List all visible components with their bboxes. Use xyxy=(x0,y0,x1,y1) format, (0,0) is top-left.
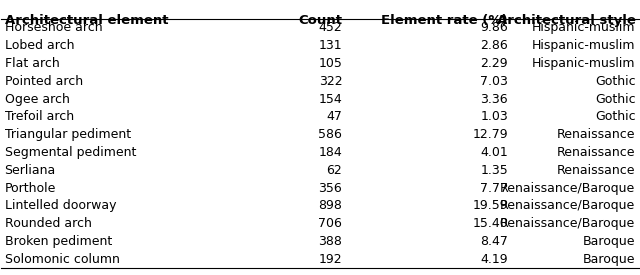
Text: Renaissance/Baroque: Renaissance/Baroque xyxy=(500,182,636,195)
Text: Architectural element: Architectural element xyxy=(4,14,168,27)
Text: 131: 131 xyxy=(319,39,342,52)
Text: Rounded arch: Rounded arch xyxy=(4,217,92,230)
Text: Porthole: Porthole xyxy=(4,182,56,195)
Text: 706: 706 xyxy=(319,217,342,230)
Text: Count: Count xyxy=(298,14,342,27)
Text: Lintelled doorway: Lintelled doorway xyxy=(4,199,116,212)
Text: 7.03: 7.03 xyxy=(480,75,508,88)
Text: 322: 322 xyxy=(319,75,342,88)
Text: Hispanic-muslim: Hispanic-muslim xyxy=(532,21,636,34)
Text: Hispanic-muslim: Hispanic-muslim xyxy=(532,57,636,70)
Text: 192: 192 xyxy=(319,253,342,266)
Text: Triangular pediment: Triangular pediment xyxy=(4,128,131,141)
Text: 452: 452 xyxy=(319,21,342,34)
Text: 388: 388 xyxy=(319,235,342,248)
Text: Ogee arch: Ogee arch xyxy=(4,93,70,106)
Text: 3.36: 3.36 xyxy=(481,93,508,106)
Text: 2.86: 2.86 xyxy=(480,39,508,52)
Text: Baroque: Baroque xyxy=(583,235,636,248)
Text: Gothic: Gothic xyxy=(595,75,636,88)
Text: 9.86: 9.86 xyxy=(480,21,508,34)
Text: 2.29: 2.29 xyxy=(481,57,508,70)
Text: Serliana: Serliana xyxy=(4,164,56,177)
Text: Architectural style: Architectural style xyxy=(497,14,636,27)
Text: Baroque: Baroque xyxy=(583,253,636,266)
Text: Gothic: Gothic xyxy=(595,93,636,106)
Text: Flat arch: Flat arch xyxy=(4,57,60,70)
Text: Trefoil arch: Trefoil arch xyxy=(4,111,74,123)
Text: Gothic: Gothic xyxy=(595,111,636,123)
Text: Renaissance: Renaissance xyxy=(557,164,636,177)
Text: 4.19: 4.19 xyxy=(481,253,508,266)
Text: 7.77: 7.77 xyxy=(480,182,508,195)
Text: Renaissance/Baroque: Renaissance/Baroque xyxy=(500,199,636,212)
Text: 105: 105 xyxy=(319,57,342,70)
Text: 184: 184 xyxy=(319,146,342,159)
Text: 15.40: 15.40 xyxy=(472,217,508,230)
Text: 154: 154 xyxy=(319,93,342,106)
Text: 4.01: 4.01 xyxy=(480,146,508,159)
Text: 356: 356 xyxy=(319,182,342,195)
Text: Pointed arch: Pointed arch xyxy=(4,75,83,88)
Text: Segmental pediment: Segmental pediment xyxy=(4,146,136,159)
Text: Hispanic-muslim: Hispanic-muslim xyxy=(532,39,636,52)
Text: 898: 898 xyxy=(319,199,342,212)
Text: 12.79: 12.79 xyxy=(472,128,508,141)
Text: Renaissance: Renaissance xyxy=(557,128,636,141)
Text: 47: 47 xyxy=(326,111,342,123)
Text: 1.35: 1.35 xyxy=(480,164,508,177)
Text: Horseshoe arch: Horseshoe arch xyxy=(4,21,102,34)
Text: 586: 586 xyxy=(319,128,342,141)
Text: Broken pediment: Broken pediment xyxy=(4,235,112,248)
Text: Renaissance: Renaissance xyxy=(557,146,636,159)
Text: 19.59: 19.59 xyxy=(472,199,508,212)
Text: Element rate (%): Element rate (%) xyxy=(381,14,508,27)
Text: 1.03: 1.03 xyxy=(480,111,508,123)
Text: 62: 62 xyxy=(326,164,342,177)
Text: Lobed arch: Lobed arch xyxy=(4,39,74,52)
Text: Renaissance/Baroque: Renaissance/Baroque xyxy=(500,217,636,230)
Text: 8.47: 8.47 xyxy=(480,235,508,248)
Text: Solomonic column: Solomonic column xyxy=(4,253,120,266)
